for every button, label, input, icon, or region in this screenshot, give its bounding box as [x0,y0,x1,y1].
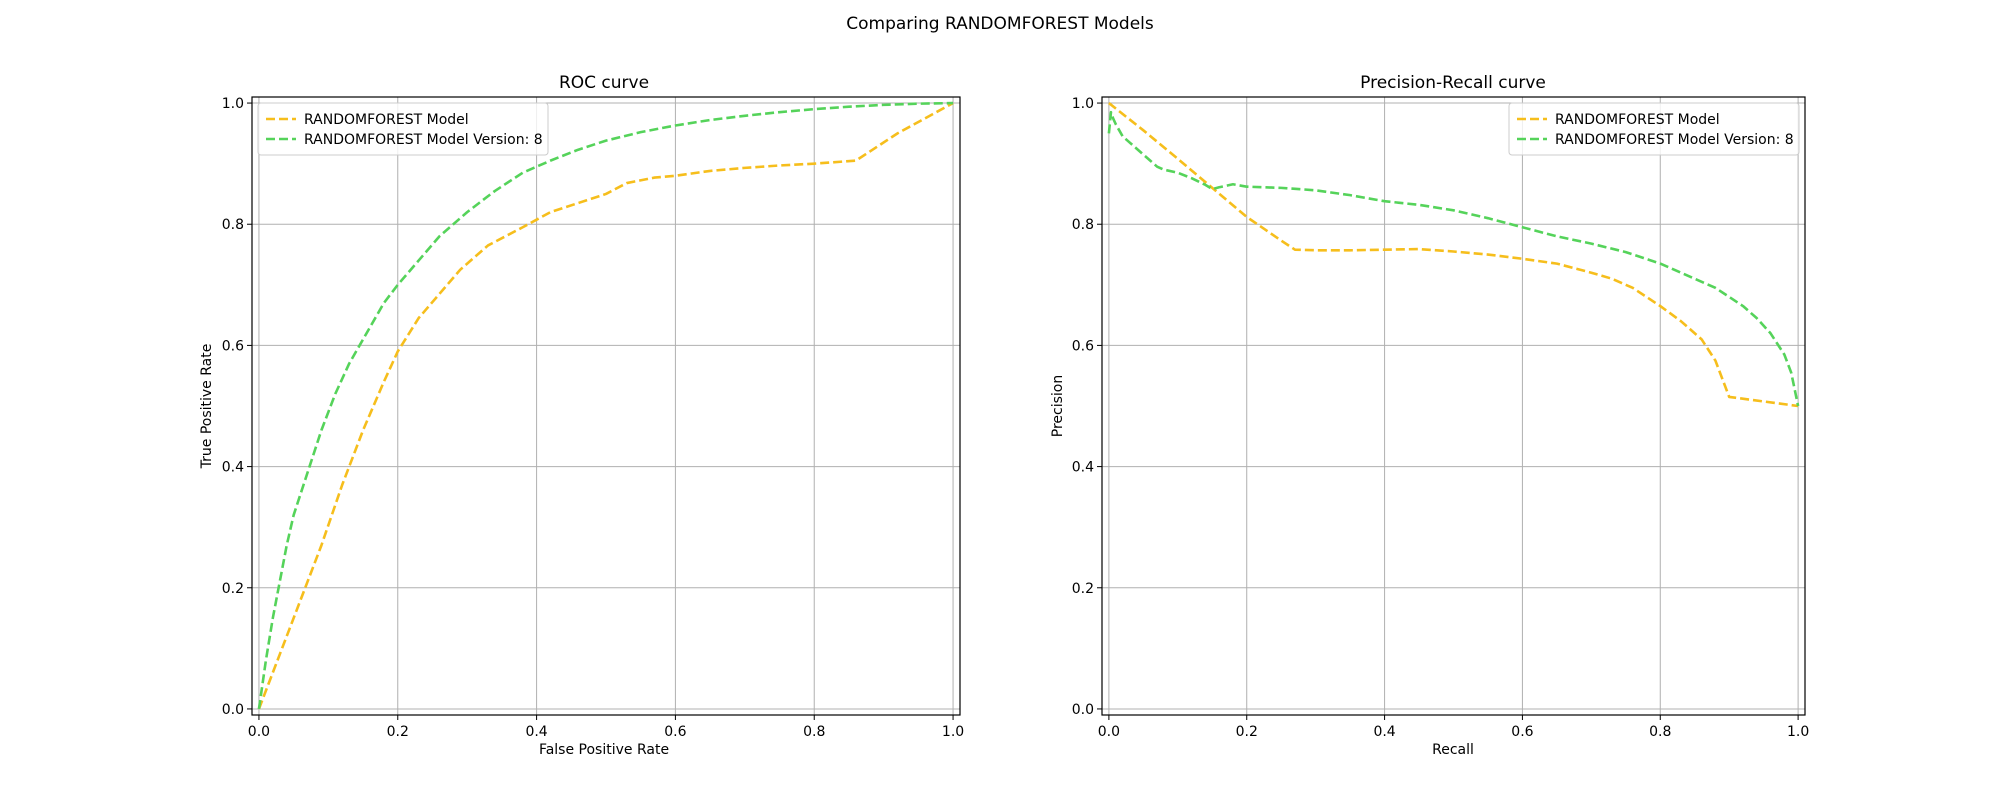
roc-plot: ROC curve False Positive Rate True Posit… [199,73,964,758]
pr-legend: RANDOMFOREST Model RANDOMFOREST Model Ver… [1508,102,1800,156]
roc-axes-frame [251,96,961,716]
pr-ylabel: Precision [1050,375,1066,437]
roc-legend-label-1: RANDOMFOREST Model Version: 8 [304,132,543,148]
pr-ytick-label-0: 0.0 [1072,702,1094,718]
roc-legend: RANDOMFOREST Model RANDOMFOREST Model Ver… [257,102,549,156]
pr-legend-label-0: RANDOMFOREST Model [1555,112,1720,128]
pr-legend-label-1: RANDOMFOREST Model Version: 8 [1555,132,1794,148]
pr-ytick-label-1: 0.2 [1072,581,1094,597]
pr-ytick-label-4: 0.8 [1072,217,1094,233]
roc-xtick-label-3: 0.6 [664,724,686,740]
roc-ytick-label-4: 0.8 [222,217,244,233]
roc-xtick-label-4: 0.8 [803,724,825,740]
pr-series-line-1 [1107,110,1800,407]
roc-legend-label-0: RANDOMFOREST Model [304,112,469,128]
roc-xtick-label-2: 0.4 [525,724,547,740]
roc-xtick-label-5: 1.0 [942,724,964,740]
roc-ytick-label-1: 0.2 [222,581,244,597]
pr-title: Precision-Recall curve [1360,73,1546,93]
pr-axes-frame [1101,96,1806,716]
pr-xtick-label-5: 1.0 [1787,724,1809,740]
roc-title: ROC curve [559,73,649,93]
pr-xtick-label-2: 0.4 [1373,724,1395,740]
figure-title: Comparing RANDOMFOREST Models [846,14,1154,34]
pr-ytick-label-3: 0.6 [1072,338,1094,354]
pr-plot: Precision-Recall curve Recall Precision … [1050,73,1809,758]
roc-ytick-label-2: 0.4 [222,460,244,476]
roc-ytick-label-3: 0.6 [222,338,244,354]
roc-xlabel: False Positive Rate [539,742,669,758]
pr-xtick-label-1: 0.2 [1236,724,1258,740]
pr-xtick-label-3: 0.6 [1511,724,1533,740]
pr-ytick-label-5: 1.0 [1072,96,1094,112]
pr-legend-box [1508,102,1800,156]
pr-ytick-label-2: 0.4 [1072,460,1094,476]
pr-xtick-label-0: 0.0 [1098,724,1120,740]
roc-series-line-0 [257,101,954,710]
pr-series-line-0 [1108,102,1799,408]
roc-series-line-1 [257,101,954,710]
roc-xtick-label-0: 0.0 [248,724,270,740]
roc-ytick-label-0: 0.0 [222,702,244,718]
roc-legend-box [257,102,549,156]
pr-xtick-label-4: 0.8 [1649,724,1671,740]
roc-ylabel: True Positive Rate [199,344,215,470]
roc-ytick-label-5: 1.0 [222,96,244,112]
pr-xlabel: Recall [1432,742,1474,758]
roc-xtick-label-1: 0.2 [387,724,409,740]
